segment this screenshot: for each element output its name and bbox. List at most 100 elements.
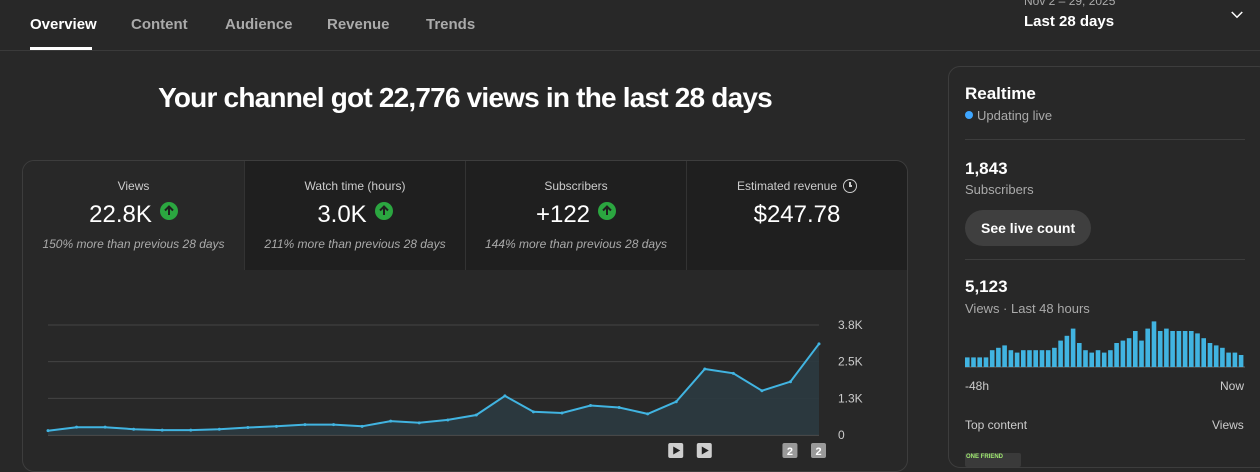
active-tab-indicator (30, 47, 92, 50)
views-data-point (760, 389, 764, 393)
realtime-bar[interactable] (1101, 352, 1107, 367)
realtime-bar[interactable] (983, 357, 989, 367)
realtime-bar[interactable] (1126, 338, 1132, 367)
date-range-selector[interactable]: Nov 2 – 29, 2025 Last 28 days (1024, 0, 1260, 50)
views-data-point (531, 410, 535, 414)
metric-views[interactable]: Views 22.8K 150% more than previous 28 d… (23, 161, 244, 270)
tab-trends[interactable]: Trends (426, 16, 476, 33)
realtime-bar[interactable] (1238, 355, 1244, 367)
divider (965, 139, 1245, 140)
realtime-bar[interactable] (1033, 350, 1038, 367)
realtime-bar[interactable] (1089, 352, 1094, 367)
views-data-point (274, 424, 278, 428)
realtime-bar[interactable] (1077, 343, 1082, 367)
realtime-bar[interactable] (1052, 347, 1057, 367)
views-data-point (132, 427, 136, 431)
realtime-bar[interactable] (965, 357, 970, 367)
realtime-views-value: 5,123 (965, 277, 1008, 296)
realtime-bar[interactable] (1195, 333, 1200, 367)
metric-label: Estimated revenue (736, 179, 838, 193)
views-data-point (674, 400, 678, 404)
play-icon[interactable] (668, 443, 684, 458)
views-data-point (817, 342, 821, 346)
realtime-bar[interactable] (1058, 340, 1063, 367)
badge-count: 2 (815, 446, 821, 458)
metric-revenue[interactable]: Estimated revenue $247.78 (686, 161, 907, 270)
tab-revenue[interactable]: Revenue (327, 16, 390, 33)
arrow-up-icon (159, 202, 178, 220)
arrow-up-icon (598, 202, 617, 220)
metric-comparison: 211% more than previous 28 days (264, 237, 446, 251)
realtime-bar[interactable] (1120, 340, 1126, 367)
thumbnail-text: ONE FRIEND (966, 454, 1004, 460)
realtime-bar[interactable] (1164, 328, 1169, 367)
top-content-thumbnail[interactable]: ONE FRIEND (965, 453, 1021, 467)
realtime-bar[interactable] (1114, 343, 1119, 367)
metric-subscribers[interactable]: Subscribers +122 144% more than previous… (465, 161, 686, 270)
y-tick-label: 3.8K (838, 318, 863, 332)
tab-content[interactable]: Content (131, 16, 188, 33)
realtime-bar[interactable] (1133, 331, 1138, 367)
see-live-count-button[interactable]: See live count (965, 210, 1092, 246)
metric-label-row: Estimated revenue (687, 179, 907, 193)
realtime-bar[interactable] (1201, 338, 1206, 367)
realtime-subscribers-value: 1,843 (965, 159, 1008, 178)
divider (965, 259, 1245, 260)
realtime-bar[interactable] (1008, 350, 1014, 367)
play-icon[interactable] (696, 443, 712, 458)
realtime-bar[interactable] (1021, 350, 1026, 367)
views-data-point (217, 427, 221, 431)
realtime-bar[interactable] (1064, 335, 1070, 367)
realtime-bar[interactable] (1226, 352, 1231, 367)
realtime-bar[interactable] (1232, 352, 1238, 367)
metric-value: 22.8K (89, 201, 152, 228)
realtime-bar[interactable] (1070, 328, 1076, 367)
realtime-bar[interactable] (1189, 331, 1194, 367)
realtime-bar[interactable] (1176, 331, 1182, 367)
realtime-panel: Realtime Updating live 1,843 Subscribers… (948, 66, 1260, 468)
realtime-bar[interactable] (1207, 343, 1213, 367)
realtime-bar[interactable] (1027, 350, 1032, 367)
realtime-bar[interactable] (1095, 350, 1101, 367)
y-tick-label: 1.3K (838, 391, 863, 405)
realtime-bar[interactable] (1145, 328, 1150, 367)
video-count-badge[interactable]: 2 (811, 443, 826, 458)
views-data-point (788, 380, 792, 384)
tab-audience[interactable]: Audience (225, 16, 293, 33)
video-count-badge[interactable]: 2 (782, 443, 798, 458)
chevron-down-icon[interactable] (1228, 6, 1246, 24)
metric-watch-time[interactable]: Watch time (hours) 3.0K 211% more than p… (244, 161, 465, 270)
realtime-bar[interactable] (1151, 321, 1157, 367)
metric-comparison: 150% more than previous 28 days (42, 237, 225, 251)
metric-value-row: 3.0K (245, 201, 465, 229)
tab-overview[interactable]: Overview (30, 16, 97, 33)
realtime-bar[interactable] (1157, 331, 1163, 367)
realtime-bar[interactable] (1045, 350, 1051, 367)
views-chart: 3.8K 2.5K 1.3K 0 2 2 (46, 318, 863, 458)
realtime-bar[interactable] (1139, 340, 1144, 367)
arrow-up-icon (374, 202, 393, 220)
realtime-bar[interactable] (1182, 331, 1188, 367)
realtime-bar[interactable] (971, 357, 976, 367)
metric-comparison: 144% more than previous 28 days (484, 237, 668, 251)
views-data-point (303, 423, 307, 427)
realtime-bar[interactable] (996, 347, 1001, 367)
top-nav: Overview Content Audience Revenue Trends… (0, 0, 1260, 51)
realtime-bar[interactable] (977, 357, 982, 367)
realtime-bar[interactable] (1002, 345, 1007, 367)
views-data-point (160, 428, 164, 432)
realtime-bar[interactable] (1170, 331, 1175, 367)
views-data-point (446, 418, 450, 422)
views-data-point (75, 425, 79, 429)
y-tick-label: 2.5K (838, 355, 863, 369)
realtime-bar[interactable] (1220, 347, 1225, 367)
clock-icon (843, 179, 858, 193)
realtime-bar[interactable] (1108, 350, 1113, 367)
realtime-bar[interactable] (1014, 352, 1020, 367)
realtime-bar[interactable] (989, 350, 995, 367)
views-data-point (332, 423, 336, 427)
realtime-bar[interactable] (1083, 350, 1088, 367)
realtime-bar[interactable] (1213, 345, 1219, 367)
views-data-point (389, 419, 393, 423)
realtime-bar[interactable] (1039, 350, 1045, 367)
